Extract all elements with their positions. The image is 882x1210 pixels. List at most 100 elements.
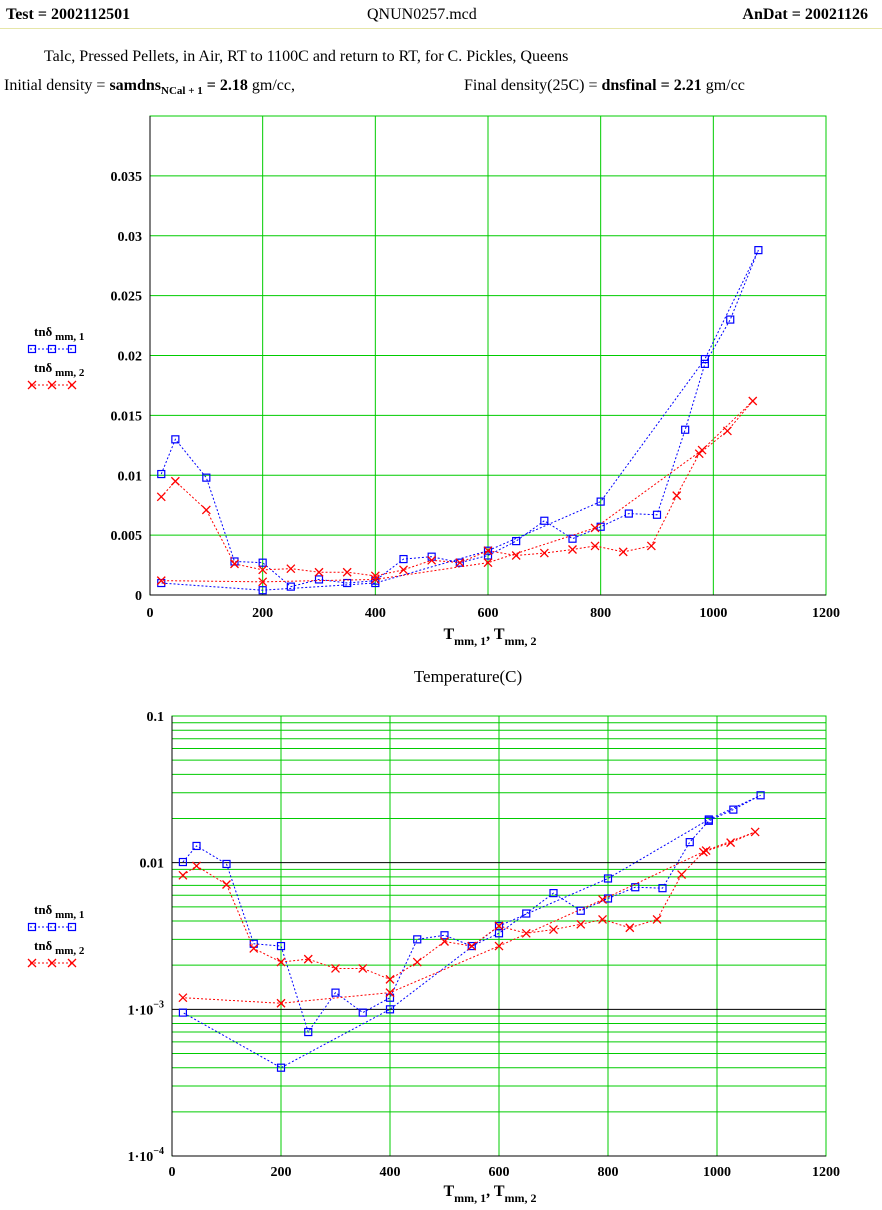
data-point xyxy=(576,919,586,929)
data-point xyxy=(598,914,608,924)
data-point xyxy=(483,551,493,560)
legend-marker-2 xyxy=(67,380,77,390)
data-point xyxy=(700,354,709,364)
data-point xyxy=(222,859,231,869)
legend-marker-1 xyxy=(67,344,77,354)
data-point xyxy=(385,1005,395,1014)
data-point xyxy=(754,246,763,255)
x-tick-label: 600 xyxy=(489,1165,510,1180)
x-tick-label: 600 xyxy=(478,606,499,621)
data-point xyxy=(652,510,662,519)
data-point xyxy=(512,537,521,546)
data-point xyxy=(596,497,605,506)
series-2 xyxy=(156,396,758,587)
x-tick-label: 400 xyxy=(365,606,386,621)
y-tick-label: 1·10−4 xyxy=(128,1146,164,1165)
data-point xyxy=(156,576,166,586)
data-point xyxy=(624,509,633,518)
data-point xyxy=(385,988,395,998)
data-point xyxy=(222,880,231,889)
data-point xyxy=(276,1063,286,1072)
analysis-date: AnDat = 20021126 xyxy=(742,6,868,23)
header-separator xyxy=(0,28,882,29)
data-point xyxy=(700,359,709,368)
data-point xyxy=(729,805,738,814)
data-point xyxy=(358,963,368,973)
data-point xyxy=(399,565,408,575)
y-tick-label: 1·10−3 xyxy=(128,999,164,1018)
y-tick-label: 0.01 xyxy=(118,469,143,484)
x-tick-label: 800 xyxy=(590,606,611,621)
data-point xyxy=(201,505,211,515)
data-point xyxy=(399,554,408,564)
data-point xyxy=(258,565,268,575)
data-point xyxy=(756,791,765,800)
final-density: Final density(25C) = dnsfinal = 2.21 gm/… xyxy=(464,77,745,94)
data-point xyxy=(549,925,558,934)
data-point xyxy=(603,874,613,883)
x-axis-label: Tmm, 1, Tmm, 2 xyxy=(443,1183,536,1205)
legend-marker-1 xyxy=(27,344,37,354)
data-point xyxy=(157,469,166,479)
data-point xyxy=(370,571,380,581)
data-point xyxy=(230,559,239,569)
data-point xyxy=(156,492,166,502)
data-point xyxy=(331,963,340,973)
linear-loss-tangent-chart: 0 0.005 0.01 0.015 0.02 0.025 0.03 0.035 0 200 400… xyxy=(27,115,840,686)
legend-marker-1 xyxy=(67,922,77,932)
data-point xyxy=(726,838,736,848)
data-point xyxy=(590,523,600,533)
x-tick-label: 200 xyxy=(252,606,273,621)
legend-marker-2 xyxy=(47,958,57,968)
x-tick-label: 400 xyxy=(380,1165,401,1180)
log-loss-tangent-chart: 0.1 0.01 1·10−3 1·10−4 0 200 400 600 800 1000 1200… xyxy=(27,710,840,1205)
x-tick-label: 800 xyxy=(598,1165,619,1180)
y-tick-label: 0.01 xyxy=(140,857,165,872)
data-point xyxy=(427,555,437,565)
x-tick-label: 200 xyxy=(271,1165,292,1180)
data-point xyxy=(549,889,558,898)
x-tick-label: 0 xyxy=(147,606,154,621)
x-tick-label: 0 xyxy=(169,1165,176,1180)
data-point xyxy=(178,870,188,880)
data-point xyxy=(511,551,521,560)
data-point xyxy=(358,1008,367,1017)
initial-density: Initial density = samdnsNCal + 1 = 2.18 … xyxy=(4,77,295,98)
data-point xyxy=(618,547,628,557)
data-point xyxy=(303,954,313,964)
data-point xyxy=(192,861,201,871)
data-point xyxy=(276,941,286,951)
data-point xyxy=(170,476,180,486)
data-point xyxy=(412,957,422,967)
data-point xyxy=(681,425,690,434)
data-point xyxy=(568,545,577,554)
legend-marker-2 xyxy=(67,958,77,968)
data-point xyxy=(178,993,188,1003)
data-point xyxy=(440,937,449,946)
data-point xyxy=(685,838,694,847)
data-point xyxy=(568,534,577,543)
legend-marker-1 xyxy=(47,344,57,354)
legend-marker-1 xyxy=(27,922,37,932)
data-point xyxy=(494,921,504,931)
series-line xyxy=(160,249,759,591)
x-axis-label: Tmm, 1, Tmm, 2 xyxy=(443,626,536,648)
data-point xyxy=(331,988,340,997)
data-point xyxy=(178,1008,187,1017)
data-point xyxy=(483,546,493,555)
data-point xyxy=(698,847,708,857)
data-point xyxy=(748,396,758,406)
data-point xyxy=(590,541,600,551)
data-point xyxy=(646,541,656,551)
data-point xyxy=(697,445,707,455)
data-point xyxy=(192,841,201,851)
data-point xyxy=(258,577,268,587)
data-point xyxy=(598,895,608,905)
data-point xyxy=(171,435,180,444)
data-point xyxy=(704,815,713,824)
legend-label-2: tnδ mm, 2 xyxy=(34,938,85,957)
series-line xyxy=(182,831,756,1004)
x-tick-label: 1200 xyxy=(812,1165,840,1180)
legend-label-1: tnδ mm, 1 xyxy=(34,324,84,343)
data-point xyxy=(701,846,711,855)
